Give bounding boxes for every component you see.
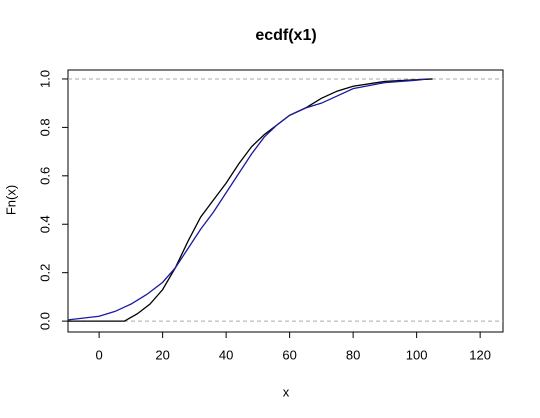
x-tick-label: 20 xyxy=(155,347,169,362)
x-tick-label: 60 xyxy=(282,347,296,362)
x-tick-label: 40 xyxy=(219,347,233,362)
x-tick-label: 100 xyxy=(406,347,428,362)
y-tick-label: 0.4 xyxy=(37,215,52,233)
y-tick-label: 1.0 xyxy=(37,70,52,88)
y-tick-label: 0.8 xyxy=(37,118,52,136)
y-tick-label: 0.6 xyxy=(37,167,52,185)
y-tick-label: 0.0 xyxy=(37,312,52,330)
x-tick-label: 80 xyxy=(346,347,360,362)
x-tick-label: 120 xyxy=(469,347,491,362)
y-axis-label: Fn(x) xyxy=(3,185,18,215)
plot-frame xyxy=(67,69,504,333)
ecdf-line xyxy=(68,78,433,322)
x-axis-label: x xyxy=(283,384,290,399)
y-tick-label: 0.2 xyxy=(37,264,52,282)
x-tick-label: 0 xyxy=(95,347,102,362)
chart-title: ecdf(x1) xyxy=(255,27,316,44)
ecdf-line xyxy=(67,78,427,321)
